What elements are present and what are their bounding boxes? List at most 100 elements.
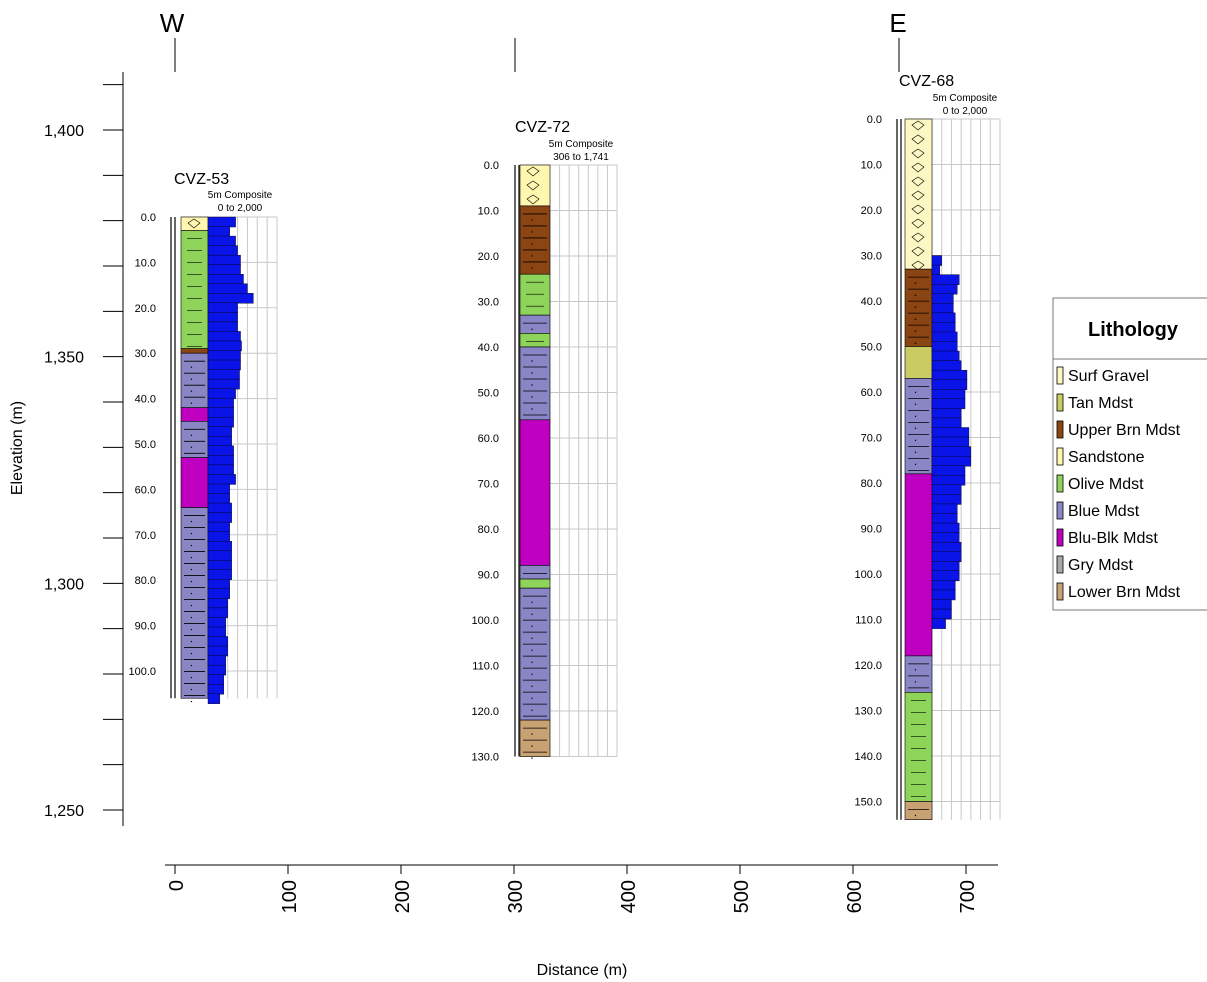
assay-bar	[931, 303, 954, 314]
well-range: 306 to 1,741	[553, 152, 609, 163]
assay-bar	[207, 283, 248, 294]
well-depth-label: 30.0	[135, 348, 156, 360]
assay-bar	[931, 522, 960, 534]
well-depth-label: 100.0	[128, 666, 156, 678]
distance-tick-label: 300	[505, 880, 527, 913]
lithology-dot	[531, 601, 533, 603]
assay-bar	[931, 408, 962, 419]
assay-bar	[207, 683, 224, 695]
assay-bar	[207, 664, 226, 676]
lithology-dot	[914, 814, 917, 817]
lithology-dot	[531, 396, 533, 398]
assay-bar	[931, 561, 960, 572]
lithology-gravel	[911, 148, 925, 159]
assay-bar	[207, 321, 238, 333]
assay-bar	[931, 503, 958, 515]
assay-bar	[207, 645, 228, 657]
assay-bar	[207, 674, 224, 685]
assay-bar	[931, 551, 962, 562]
well-depth-label: 70.0	[478, 479, 499, 491]
assay-bar	[931, 494, 962, 505]
assay-bar	[931, 475, 966, 486]
well-depth-label: 40.0	[478, 342, 499, 354]
assay-bar	[207, 264, 241, 275]
assay-bar	[931, 436, 970, 448]
legend-item-label: Blue Mdst	[1068, 503, 1140, 520]
legend-item-label: Olive Mdst	[1068, 476, 1144, 493]
lithology-dot	[914, 403, 917, 406]
assay-bar	[931, 580, 956, 591]
well-depth-label: 0.0	[867, 114, 882, 126]
assay-bar	[931, 341, 958, 352]
assay-bar	[931, 589, 956, 601]
assay-bar	[207, 598, 228, 609]
assay-bar	[931, 369, 968, 381]
lithology-dot	[190, 390, 193, 392]
lithology-dot	[914, 330, 917, 332]
legend-item-label: Lower Brn Mdst	[1068, 584, 1181, 601]
well-depth-label: 110.0	[472, 661, 499, 673]
lithology-gravel	[911, 260, 925, 271]
lithology-gravel	[187, 218, 201, 229]
lithology-interval	[519, 314, 551, 334]
assay-bar	[207, 550, 232, 561]
assay-bar	[931, 541, 962, 553]
lithology-gravel	[911, 218, 925, 229]
assay-bar	[207, 226, 230, 237]
lithology-dot	[531, 613, 533, 615]
assay-bar	[207, 378, 240, 390]
well-depth-label: 130.0	[471, 752, 499, 764]
assay-bar	[207, 521, 230, 533]
lithology-gravel	[911, 246, 925, 257]
lithology-dot	[914, 463, 917, 466]
well-depth-label: 60.0	[861, 387, 882, 399]
lithology-interval	[519, 578, 551, 589]
lithology-interval	[180, 407, 209, 422]
well-name: CVZ-72	[515, 119, 570, 136]
well-depth-label: 120.0	[471, 706, 499, 718]
lithology-dot	[190, 568, 193, 571]
lithology-dot	[531, 733, 533, 735]
lithology-dot	[190, 556, 193, 559]
assay-bar	[931, 331, 958, 343]
assay-bar	[207, 417, 234, 428]
assay-bar	[931, 484, 962, 496]
lithology-dot	[531, 709, 533, 711]
lithology-dot	[190, 434, 193, 436]
assay-bar	[931, 293, 954, 304]
lithology-dot	[914, 282, 917, 284]
lithology-gravel	[526, 194, 540, 205]
lithology-interval	[519, 273, 551, 316]
elevation-axis-title: Elevation (m)	[9, 401, 26, 495]
lithology-dot	[190, 580, 193, 583]
lithology-interval	[904, 268, 933, 347]
well-depth-label: 30.0	[861, 251, 882, 263]
well-depth-label: 60.0	[135, 484, 156, 496]
lithology-interval	[180, 507, 209, 699]
well-range: 0 to 2,000	[218, 203, 263, 214]
well-depth-label: 150.0	[854, 797, 882, 809]
lithology-gravel	[911, 190, 925, 201]
lithology-dot	[531, 697, 533, 699]
well-depth-label: 20.0	[861, 205, 882, 217]
assay-bar	[207, 607, 228, 619]
assay-bar	[931, 570, 960, 582]
assay-bar	[207, 464, 234, 476]
lithology-dot	[531, 757, 533, 759]
legend-swatch	[1056, 474, 1064, 493]
lithology-dot	[531, 360, 533, 362]
well-name: CVZ-68	[899, 73, 954, 90]
well-composite: 5m Composite	[933, 93, 998, 104]
elevation-tick-label: 1,400	[44, 123, 84, 140]
assay-bar	[931, 389, 966, 400]
well-depth-label: 50.0	[478, 388, 499, 400]
legend-swatch	[1056, 366, 1064, 385]
legend-swatch	[1056, 582, 1064, 601]
lithology-dot	[190, 664, 193, 667]
well-depth-label: 40.0	[135, 394, 156, 406]
assay-bar	[207, 483, 230, 495]
legend-swatch	[1056, 528, 1064, 547]
lithology-interval	[519, 346, 551, 421]
legend-title: Lithology	[1088, 319, 1179, 341]
lithology-interval	[904, 801, 933, 821]
